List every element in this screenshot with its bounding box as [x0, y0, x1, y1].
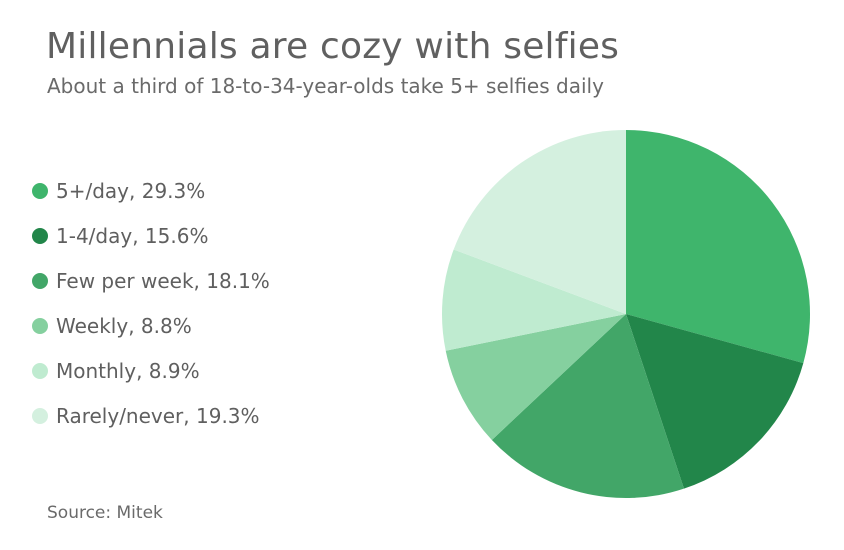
source-note: Source: Mitek: [47, 503, 163, 523]
legend-swatch-monthly: [32, 362, 48, 379]
legend-label-rarely-never: Rarely/never, 19.3%: [56, 403, 260, 428]
legend-label-1-4-per-day: 1-4/day, 15.6%: [56, 223, 209, 248]
legend-item-few-per-week: Few per week, 18.1%: [32, 258, 270, 303]
chart-title: Millennials are cozy with selfies: [46, 26, 620, 67]
pie-slice-monthly: [441, 249, 626, 351]
legend-item-1-4-per-day: 1-4/day, 15.6%: [32, 213, 270, 258]
legend-item-rarely-never: Rarely/never, 19.3%: [32, 393, 270, 438]
chart-legend: 5+/day, 29.3% 1-4/day, 15.6% Few per wee…: [32, 168, 270, 438]
pie-slice-1-4-per-day: [626, 314, 804, 489]
chart-subtitle: About a third of 18-to-34-year-olds take…: [47, 74, 604, 98]
legend-swatch-5-per-day: [32, 182, 48, 199]
legend-label-5-per-day: 5+/day, 29.3%: [56, 178, 206, 203]
legend-swatch-weekly: [32, 317, 48, 334]
legend-label-weekly: Weekly, 8.8%: [56, 313, 192, 338]
legend-swatch-1-4-per-day: [32, 227, 48, 244]
pie-slice-5-per-day: [626, 130, 811, 364]
legend-swatch-rarely-never: [32, 407, 48, 424]
legend-swatch-few-per-week: [32, 272, 48, 289]
legend-item-weekly: Weekly, 8.8%: [32, 303, 270, 348]
legend-label-few-per-week: Few per week, 18.1%: [56, 268, 270, 293]
legend-item-5-per-day: 5+/day, 29.3%: [32, 168, 270, 213]
legend-label-monthly: Monthly, 8.9%: [56, 358, 200, 383]
pie-slice-rarely-never: [453, 129, 626, 314]
pie-slice-few-per-week: [491, 314, 684, 498]
legend-item-monthly: Monthly, 8.9%: [32, 348, 270, 393]
pie-slice-weekly: [445, 314, 626, 440]
